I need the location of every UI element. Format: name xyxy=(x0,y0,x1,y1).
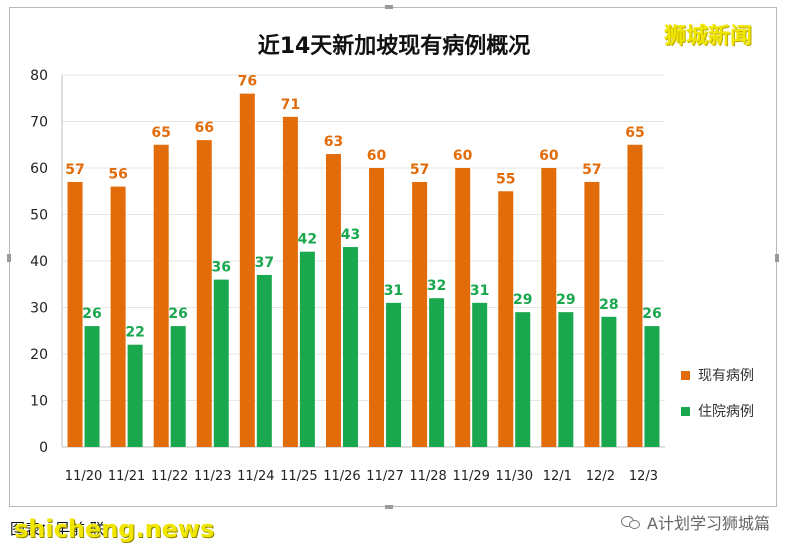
bar-hospital xyxy=(515,312,531,447)
bar-hospital xyxy=(256,274,272,447)
bar-hospital xyxy=(84,326,100,447)
x-tick-label: 12/1 xyxy=(543,469,572,484)
data-label-current: 60 xyxy=(367,148,387,164)
y-tick-label: 30 xyxy=(30,301,48,317)
legend-swatch-current xyxy=(681,370,690,380)
data-label-current: 65 xyxy=(151,125,170,141)
data-label-current: 76 xyxy=(238,74,257,90)
y-tick-label: 0 xyxy=(39,440,48,456)
data-label-current: 57 xyxy=(410,162,429,178)
bar-current xyxy=(541,168,557,447)
resize-handle-top[interactable] xyxy=(385,5,393,9)
data-label-hospital: 29 xyxy=(556,292,575,308)
x-tick-label: 11/26 xyxy=(323,469,360,484)
account-badge: A计划学习狮城篇 xyxy=(621,510,770,534)
bar-current xyxy=(239,93,255,447)
bar-hospital xyxy=(472,302,488,447)
y-tick-label: 50 xyxy=(30,208,48,224)
y-tick-label: 20 xyxy=(30,347,48,363)
x-tick-label: 11/22 xyxy=(151,469,188,484)
data-label-current: 55 xyxy=(496,171,515,187)
data-label-hospital: 29 xyxy=(513,292,532,308)
x-tick-label: 11/24 xyxy=(237,469,274,484)
data-label-hospital: 22 xyxy=(125,325,144,341)
data-label-hospital: 26 xyxy=(168,306,187,322)
x-tick-label: 11/21 xyxy=(108,469,145,484)
bar-hospital xyxy=(558,312,574,447)
data-label-current: 60 xyxy=(539,148,559,164)
resize-handle-bottom[interactable] xyxy=(385,505,393,509)
y-tick-label: 10 xyxy=(30,394,48,410)
wechat-icon xyxy=(621,515,641,529)
bar-hospital xyxy=(342,247,358,447)
data-label-current: 63 xyxy=(324,134,343,150)
bar-hospital xyxy=(429,298,445,447)
data-label-hospital: 26 xyxy=(642,306,661,322)
data-label-hospital: 32 xyxy=(427,278,446,294)
bar-current xyxy=(369,168,385,447)
data-label-current: 66 xyxy=(195,120,214,136)
bar-hospital xyxy=(213,279,229,447)
bar-current xyxy=(584,181,600,447)
legend-swatch-hospital xyxy=(681,406,690,416)
y-tick-label: 80 xyxy=(30,68,48,84)
x-tick-label: 11/27 xyxy=(366,469,403,484)
resize-handle-left[interactable] xyxy=(7,254,11,262)
chart-title: 近14天新加坡现有病例概况 xyxy=(257,34,531,59)
data-label-current: 56 xyxy=(108,167,127,183)
y-tick-label: 60 xyxy=(30,161,48,177)
bar-current xyxy=(498,191,514,447)
legend-label-hospital: 住院病例 xyxy=(698,404,754,420)
bar-current xyxy=(153,144,169,447)
bar-current xyxy=(67,181,83,447)
legend-item-hospital: 住院病例 xyxy=(681,402,754,420)
watermark-logo-bottom: shicheng.news xyxy=(14,515,215,543)
bar-hospital xyxy=(386,302,402,447)
data-label-hospital: 31 xyxy=(470,283,489,299)
x-tick-label: 12/3 xyxy=(629,469,658,484)
x-tick-label: 12/2 xyxy=(586,469,615,484)
y-tick-label: 40 xyxy=(30,254,48,270)
bar-current xyxy=(627,144,643,447)
bar-current xyxy=(412,181,428,447)
data-label-current: 71 xyxy=(281,97,300,113)
data-label-hospital: 43 xyxy=(341,227,360,243)
account-label: A计划学习狮城篇 xyxy=(647,514,770,533)
data-label-current: 57 xyxy=(65,162,84,178)
x-tick-label: 11/30 xyxy=(496,469,533,484)
bar-current xyxy=(196,140,212,447)
bar-current xyxy=(455,168,471,447)
x-tick-label: 11/29 xyxy=(452,469,489,484)
watermark-logo-top: 狮城新闻 xyxy=(664,24,753,49)
data-label-hospital: 36 xyxy=(212,260,231,276)
data-label-current: 57 xyxy=(582,162,601,178)
x-tick-label: 11/23 xyxy=(194,469,231,484)
bar-current xyxy=(110,186,126,447)
footer-credit: 图表：早前·联 xyxy=(10,520,105,538)
bar-hospital xyxy=(644,326,660,447)
bar-hospital xyxy=(601,316,617,447)
data-label-hospital: 28 xyxy=(599,297,618,313)
legend-item-current: 现有病例 xyxy=(681,366,754,384)
data-label-current: 65 xyxy=(625,125,644,141)
y-tick-label: 70 xyxy=(30,115,48,131)
data-label-hospital: 42 xyxy=(298,232,317,248)
data-label-hospital: 37 xyxy=(255,255,274,271)
x-tick-label: 11/28 xyxy=(409,469,446,484)
bar-current xyxy=(325,154,341,448)
bar-hospital xyxy=(170,326,186,447)
bar-hospital xyxy=(127,344,143,447)
resize-handle-right[interactable] xyxy=(775,254,779,262)
data-label-hospital: 26 xyxy=(82,306,101,322)
legend-label-current: 现有病例 xyxy=(698,368,754,384)
legend: 现有病例 住院病例 xyxy=(681,366,754,438)
bar-current xyxy=(282,116,298,447)
x-tick-label: 11/20 xyxy=(65,469,102,484)
x-tick-label: 11/25 xyxy=(280,469,317,484)
bar-hospital xyxy=(299,251,315,447)
data-label-current: 60 xyxy=(453,148,473,164)
data-label-hospital: 31 xyxy=(384,283,403,299)
